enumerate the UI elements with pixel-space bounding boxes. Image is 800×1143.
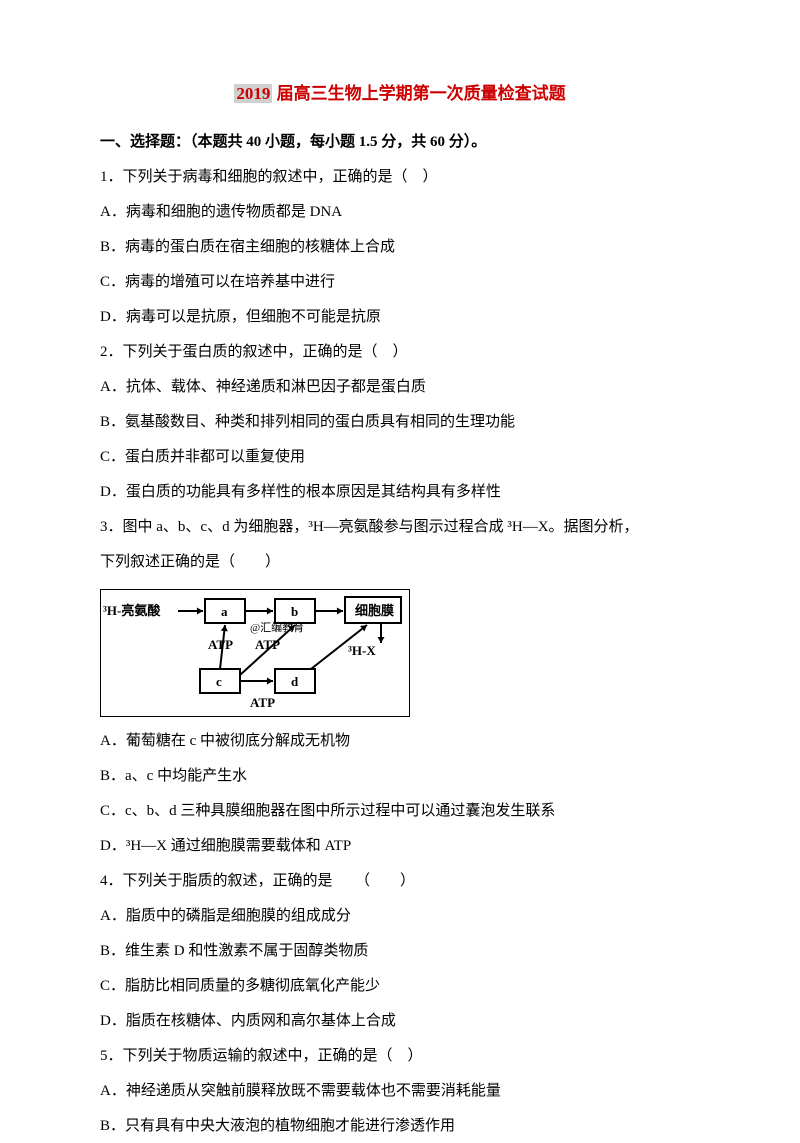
- process-diagram: a b 细胞膜 c d ³H-亮氨酸 ATP ATP ATP ³H-X @汇编教育: [100, 589, 410, 717]
- title-rest: 届高三生物上学期第一次质量检查试题: [272, 84, 565, 103]
- questions-container: 1．下列关于病毒和细胞的叙述中，正确的是（ ）A．病毒和细胞的遗传物质都是 DN…: [100, 161, 700, 1143]
- question-option: C．蛋白质并非都可以重复使用: [100, 441, 700, 474]
- question-option: A．抗体、载体、神经递质和淋巴因子都是蛋白质: [100, 371, 700, 404]
- question-option: C．脂肪比相同质量的多糖彻底氧化产能少: [100, 970, 700, 1003]
- section-header: 一、选择题：（本题共 40 小题，每小题 1.5 分，共 60 分）。: [100, 126, 700, 159]
- question-option: A．病毒和细胞的遗传物质都是 DNA: [100, 196, 700, 229]
- svg-text:ATP: ATP: [250, 695, 275, 710]
- svg-text:b: b: [291, 604, 298, 619]
- page-title: 2019 届高三生物上学期第一次质量检查试题: [100, 75, 700, 112]
- svg-text:@汇编教育: @汇编教育: [250, 620, 304, 634]
- svg-text:细胞膜: 细胞膜: [355, 603, 394, 618]
- question-option: C．c、b、d 三种具膜细胞器在图中所示过程中可以通过囊泡发生联系: [100, 795, 700, 828]
- question-option: A．脂质中的磷脂是细胞膜的组成成分: [100, 900, 700, 933]
- question-option: B．病毒的蛋白质在宿主细胞的核糖体上合成: [100, 231, 700, 264]
- question-option: B．a、c 中均能产生水: [100, 760, 700, 793]
- question-stem: 2．下列关于蛋白质的叙述中，正确的是（ ）: [100, 336, 700, 369]
- question-option: D．蛋白质的功能具有多样性的根本原因是其结构具有多样性: [100, 476, 700, 509]
- svg-text:a: a: [221, 604, 228, 619]
- question-option: D．³H—X 通过细胞膜需要载体和 ATP: [100, 830, 700, 863]
- svg-text:³H-亮氨酸: ³H-亮氨酸: [103, 603, 161, 618]
- question-stem: 1．下列关于病毒和细胞的叙述中，正确的是（ ）: [100, 161, 700, 194]
- question-stem: 5．下列关于物质运输的叙述中，正确的是（ ）: [100, 1040, 700, 1073]
- svg-text:c: c: [216, 674, 222, 689]
- question-option: B．维生素 D 和性激素不属于固醇类物质: [100, 935, 700, 968]
- question-option: A．神经递质从突触前膜释放既不需要载体也不需要消耗能量: [100, 1075, 700, 1108]
- title-year: 2019: [234, 84, 272, 103]
- svg-text:ATP: ATP: [208, 637, 233, 652]
- svg-text:d: d: [291, 674, 299, 689]
- question-stem-line2: 下列叙述正确的是（ ）: [100, 546, 700, 579]
- svg-text:³H-X: ³H-X: [348, 643, 376, 658]
- question-stem: 3．图中 a、b、c、d 为细胞器，³H—亮氨酸参与图示过程合成 ³H—X。据图…: [100, 511, 700, 544]
- question-stem: 4．下列关于脂质的叙述，正确的是 （ ）: [100, 865, 700, 898]
- question-option: B．只有具有中央大液泡的植物细胞才能进行渗透作用: [100, 1110, 700, 1143]
- diagram-wrapper: a b 细胞膜 c d ³H-亮氨酸 ATP ATP ATP ³H-X @汇编教育: [100, 589, 700, 717]
- question-option: D．脂质在核糖体、内质网和高尔基体上合成: [100, 1005, 700, 1038]
- question-option: C．病毒的增殖可以在培养基中进行: [100, 266, 700, 299]
- question-option: A．葡萄糖在 c 中被彻底分解成无机物: [100, 725, 700, 758]
- question-option: B．氨基酸数目、种类和排列相同的蛋白质具有相同的生理功能: [100, 406, 700, 439]
- question-option: D．病毒可以是抗原，但细胞不可能是抗原: [100, 301, 700, 334]
- svg-text:ATP: ATP: [255, 637, 280, 652]
